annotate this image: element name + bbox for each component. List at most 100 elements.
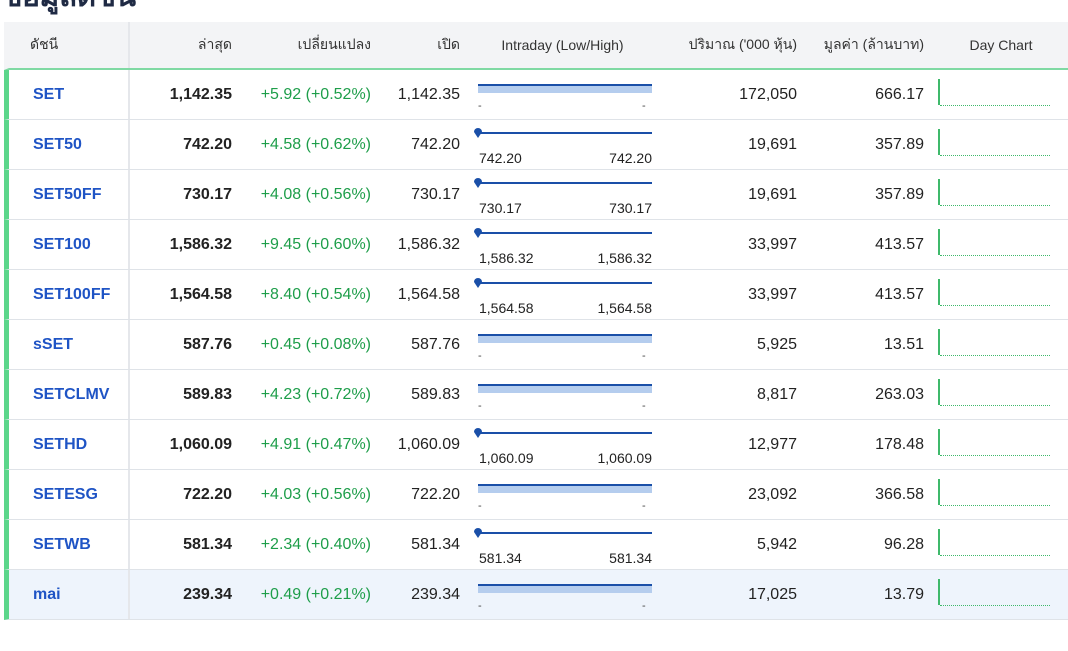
intraday-low: - [478, 350, 482, 362]
sparkline-baseline [940, 605, 1050, 606]
value: 13.51 [883, 335, 924, 353]
index-name-link[interactable]: sSET [9, 320, 130, 369]
last-price: 587.76 [183, 335, 232, 353]
intraday-low: 1,586.32 [479, 250, 534, 266]
table-row[interactable]: SETESG 722.20 +4.03 (+0.56%) 722.20- -23,092… [4, 470, 1068, 520]
intraday-low: 1,564.58 [479, 300, 534, 316]
table-row[interactable]: SETWB 581.34 +2.34 (+0.40%) 581.34 581.34 581… [4, 520, 1068, 570]
intraday-range-line [478, 432, 652, 434]
day-chart-sparkline[interactable] [924, 270, 1068, 319]
volume: 8,817 [756, 385, 797, 403]
index-name-link[interactable]: SET100FF [9, 270, 130, 319]
header-index[interactable]: ดัชนี [9, 22, 130, 68]
index-name-link[interactable]: SETESG [9, 470, 130, 519]
header-day-chart: Day Chart [969, 37, 1033, 53]
last-price: 589.83 [183, 385, 232, 403]
table-row[interactable]: mai 239.34 +0.49 (+0.21%) 239.34- -17,025 13.… [4, 570, 1068, 620]
sparkline-axis [938, 579, 940, 605]
table-row[interactable]: SET 1,142.35 +5.92 (+0.52%) 1,142.35- -172,0… [4, 70, 1068, 120]
last-price: 730.17 [183, 185, 232, 203]
last-price: 1,142.35 [169, 85, 232, 103]
table-row[interactable]: SET50FF 730.17 +4.08 (+0.56%) 730.17 730.17 7… [4, 170, 1068, 220]
intraday-range: -- [460, 320, 665, 369]
volume: 17,025 [748, 585, 797, 603]
open-price: 587.76 [411, 335, 460, 353]
index-name-link[interactable]: SET100 [9, 220, 130, 269]
day-chart-sparkline[interactable] [924, 220, 1068, 269]
open-price: 1,060.09 [397, 435, 460, 453]
last-price: 581.34 [183, 535, 232, 553]
index-name-link[interactable]: SETCLMV [9, 370, 130, 419]
intraday-range-bar [478, 384, 652, 393]
header-value[interactable]: มูลค่า (ล้านบาท) [823, 36, 924, 52]
price-change: +0.49 (+0.21%) [260, 585, 371, 603]
sparkline-baseline [940, 105, 1050, 106]
table-row[interactable]: sSET 587.76 +0.45 (+0.08%) 587.76- -5,925 13.… [4, 320, 1068, 370]
page-title: ข้อมูลดัชนี [2, 0, 136, 16]
range-marker-icon [474, 278, 482, 288]
day-chart-sparkline[interactable] [924, 320, 1068, 369]
value: 178.48 [875, 435, 924, 453]
index-name-link[interactable]: SETWB [9, 520, 130, 569]
intraday-high: 742.20 [609, 150, 652, 166]
intraday-range: -- [460, 570, 665, 619]
sparkline-baseline [940, 155, 1050, 156]
header-volume[interactable]: ปริมาณ ('000 หุ้น) [688, 36, 797, 52]
volume: 23,092 [748, 485, 797, 503]
header-last[interactable]: ล่าสุด [197, 36, 232, 52]
day-chart-sparkline[interactable] [924, 70, 1068, 119]
intraday-range: -- [460, 70, 665, 119]
table-row[interactable]: SET50 742.20 +4.58 (+0.62%) 742.20 742.20 742… [4, 120, 1068, 170]
intraday-high: 581.34 [609, 550, 652, 566]
sparkline-baseline [940, 505, 1050, 506]
price-change: +4.58 (+0.62%) [260, 135, 371, 153]
value: 13.79 [883, 585, 924, 603]
volume: 12,977 [748, 435, 797, 453]
index-name-link[interactable]: SETHD [9, 420, 130, 469]
header-change[interactable]: เปลี่ยนแปลง [297, 36, 371, 52]
value: 366.58 [875, 485, 924, 503]
index-name-link[interactable]: mai [9, 570, 130, 619]
intraday-low: - [478, 500, 482, 512]
day-chart-sparkline[interactable] [924, 420, 1068, 469]
intraday-range: 1,060.09 1,060.09 [460, 420, 665, 469]
day-chart-sparkline[interactable] [924, 120, 1068, 169]
price-change: +4.03 (+0.56%) [260, 485, 371, 503]
intraday-high: - [642, 400, 646, 412]
table-row[interactable]: SETHD 1,060.09 +4.91 (+0.47%) 1,060.09 1,060… [4, 420, 1068, 470]
open-price: 1,564.58 [397, 285, 460, 303]
table-row[interactable]: SET100FF 1,564.58 +8.40 (+0.54%) 1,564.58 1,… [4, 270, 1068, 320]
range-marker-icon [474, 528, 482, 538]
day-chart-sparkline[interactable] [924, 370, 1068, 419]
open-price: 742.20 [411, 135, 460, 153]
day-chart-sparkline[interactable] [924, 170, 1068, 219]
day-chart-sparkline[interactable] [924, 520, 1068, 569]
intraday-high: 1,586.32 [597, 250, 653, 266]
day-chart-sparkline[interactable] [924, 570, 1068, 619]
value: 357.89 [875, 135, 924, 153]
table-row[interactable]: SET100 1,586.32 +9.45 (+0.60%) 1,586.32 1,58… [4, 220, 1068, 270]
header-open[interactable]: เปิด [437, 36, 460, 52]
intraday-range-line [478, 232, 652, 234]
open-price: 730.17 [411, 185, 460, 203]
range-marker-icon [474, 178, 482, 188]
index-name-link[interactable]: SET50 [9, 120, 130, 169]
intraday-low: - [478, 600, 482, 612]
intraday-high: - [642, 350, 646, 362]
intraday-high: - [642, 100, 646, 112]
table-row[interactable]: SETCLMV 589.83 +4.23 (+0.72%) 589.83- -8,817… [4, 370, 1068, 420]
day-chart-sparkline[interactable] [924, 470, 1068, 519]
sparkline-axis [938, 379, 940, 405]
index-name-link[interactable]: SET [9, 70, 130, 119]
intraday-high: - [642, 500, 646, 512]
last-price: 742.20 [183, 135, 232, 153]
sparkline-baseline [940, 405, 1050, 406]
range-marker-icon [474, 128, 482, 138]
intraday-range: 730.17 730.17 [460, 170, 665, 219]
index-name-link[interactable]: SET50FF [9, 170, 130, 219]
intraday-high: 730.17 [609, 200, 652, 216]
volume: 5,942 [756, 535, 797, 553]
intraday-range: -- [460, 470, 665, 519]
value: 263.03 [875, 385, 924, 403]
price-change: +0.45 (+0.08%) [260, 335, 371, 353]
